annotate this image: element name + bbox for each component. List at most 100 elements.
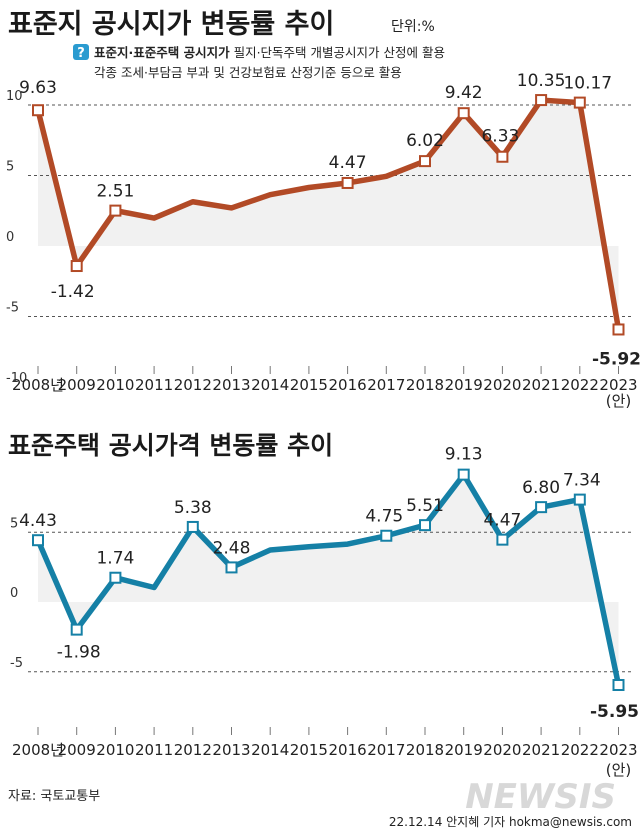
x-tick-label: 2009 [58, 376, 96, 394]
area-fill [38, 100, 619, 330]
x-tick-label: 2013 [212, 376, 250, 394]
x-tick-note: (안) [606, 761, 632, 779]
x-tick-label: 2014 [251, 741, 289, 759]
data-label: 5.38 [174, 498, 212, 518]
newsis-logo: NEWSIS [465, 777, 616, 817]
x-tick-label: 2023 [599, 741, 637, 759]
x-tick-label: 2010 [96, 741, 134, 759]
x-tick-note: (안) [606, 392, 632, 410]
x-tick-label: 2020 [483, 741, 521, 759]
y-tick-label: -5 [10, 656, 23, 671]
x-tick-label: 2023 [599, 376, 637, 394]
data-point-marker [32, 104, 44, 117]
data-label: 4.43 [19, 511, 57, 531]
data-label: 7.34 [563, 471, 601, 491]
data-point-marker [573, 493, 586, 506]
data-label: 6.02 [406, 131, 444, 151]
x-tick-label: 2022 [561, 376, 599, 394]
data-point-marker [380, 529, 393, 542]
data-point-marker [419, 519, 431, 532]
data-point-marker [612, 679, 625, 692]
data-label: 10.17 [563, 74, 612, 94]
house-chart-title: 표준주택 공시가격 변동률 추이 [8, 431, 333, 460]
x-tick-label: 2017 [367, 741, 405, 759]
y-tick-label: 0 [6, 230, 14, 245]
data-point-marker [457, 107, 470, 120]
x-tick-label: 2012 [174, 741, 212, 759]
series-line [35, 471, 622, 686]
info-line-1-rest: 필지·단독주택 개별공시지가 산정에 활용 [230, 45, 445, 60]
y-tick-label: 0 [10, 586, 18, 601]
x-tick-label: 2017 [367, 376, 405, 394]
data-point-marker [109, 204, 122, 217]
question-mark-glyph: ? [77, 46, 85, 61]
data-label: 2.48 [213, 538, 251, 558]
x-tick-label: 2018 [406, 741, 444, 759]
data-label: 9.63 [19, 78, 57, 98]
x-tick-label: 2016 [329, 376, 367, 394]
info-bold-text: 표준지·표준주택 공시지가 [94, 45, 230, 60]
series-line [35, 97, 622, 330]
x-tick-label: 2018 [406, 376, 444, 394]
x-tick-label: 2015 [290, 741, 328, 759]
y-tick-label: 5 [10, 516, 18, 531]
x-tick-label: 2022 [561, 741, 599, 759]
x-tick-label: 2013 [212, 741, 250, 759]
x-tick-label: 2019 [445, 741, 483, 759]
data-point-marker [535, 501, 548, 514]
data-point-marker [341, 176, 354, 189]
x-tick-label: 2012 [174, 376, 212, 394]
data-label: 2.51 [96, 182, 134, 202]
data-point-marker [535, 94, 548, 107]
data-label: 10.35 [517, 71, 566, 91]
data-point-marker [32, 534, 44, 547]
x-tick-label: 2011 [135, 741, 173, 759]
data-label: -1.98 [57, 643, 101, 663]
data-point-marker [457, 468, 470, 481]
data-label: 9.42 [445, 83, 483, 103]
main-title: 표준지 공시지가 변동률 추이 [8, 9, 334, 40]
data-label: 6.80 [522, 478, 560, 498]
data-label: 1.74 [96, 549, 134, 569]
data-label: 4.47 [329, 153, 367, 173]
x-tick-label: 2019 [445, 376, 483, 394]
area-fill [38, 474, 619, 686]
data-label: -5.95 [590, 702, 639, 722]
x-tick-label: 2011 [135, 376, 173, 394]
y-tick-label: 5 [6, 160, 14, 175]
data-point-marker [225, 561, 238, 574]
data-label: 4.47 [483, 511, 521, 531]
data-label: 6.33 [481, 127, 519, 147]
x-tick-label: 2008년 [12, 741, 64, 759]
unit-label: 단위:% [391, 19, 435, 35]
x-tick-label: 2010 [96, 376, 134, 394]
data-point-marker [419, 155, 431, 168]
data-point-marker [496, 533, 509, 546]
x-tick-label: 2015 [290, 376, 328, 394]
source-text: 자료: 국토교통부 [8, 789, 100, 804]
data-point-marker [573, 96, 586, 109]
info-line-1: 표준지·표준주택 공시지가 필지·단독주택 개별공시지가 산정에 활용 [94, 45, 445, 60]
data-point-marker [496, 150, 509, 163]
data-label: 5.51 [406, 496, 444, 516]
x-tick-label: 2021 [522, 376, 560, 394]
data-point-marker [70, 260, 83, 273]
x-tick-label: 2020 [483, 376, 521, 394]
y-tick-label: 10 [6, 89, 23, 104]
data-point-marker [612, 323, 625, 336]
info-box: ? 표준지·표준주택 공시지가 필지·단독주택 개별공시지가 산정에 활용 각종… [73, 44, 445, 80]
data-label: 9.13 [445, 445, 483, 465]
data-point-marker [109, 571, 122, 584]
x-tick-label: 2009 [58, 741, 96, 759]
data-label: 4.75 [365, 507, 403, 527]
data-point-marker [70, 623, 83, 636]
credit-text: 22.12.14 안지혜 기자 hokma@newsis.com [389, 815, 632, 829]
data-label: -5.92 [592, 349, 640, 369]
x-tick-label: 2014 [251, 376, 289, 394]
x-tick-label: 2008년 [12, 376, 64, 394]
data-label: -1.42 [51, 282, 95, 302]
info-line-2: 각종 조세·부담금 부과 및 건강보험료 산정기준 등으로 활용 [94, 65, 402, 80]
